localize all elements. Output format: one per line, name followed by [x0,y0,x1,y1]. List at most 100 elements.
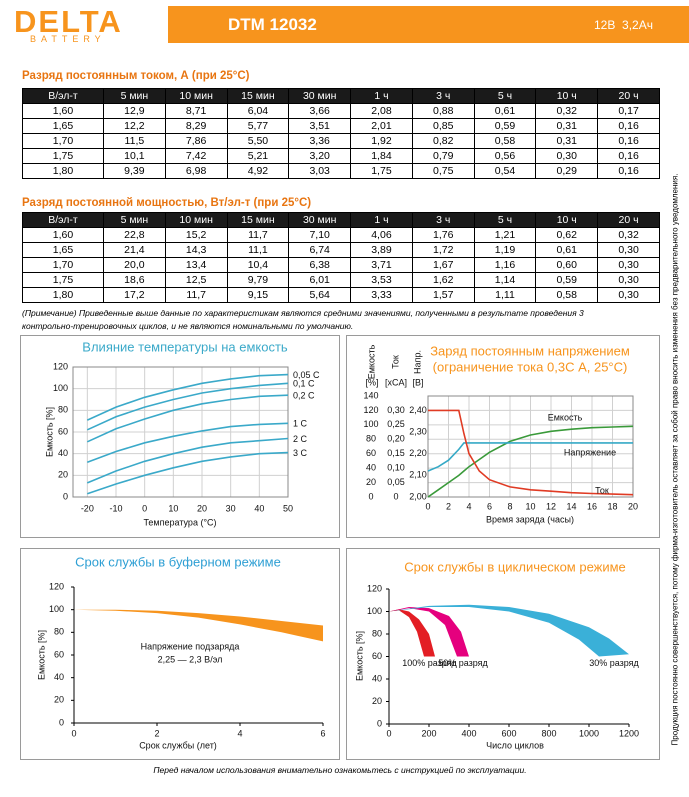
series-label: Ток [595,485,609,495]
y-tick-label: 20 [372,696,382,706]
table-cell: 1,92 [350,133,413,149]
x-tick-label: -10 [109,503,122,513]
x-tick-label: 6 [320,728,325,738]
x-tick-label: 10 [525,501,535,511]
table-row: 1,75 18,6 12,5 9,79 6,01 3,53 1,62 1,14 0,59 0,30 [22,272,660,288]
table-cell: 15,2 [164,227,228,243]
table-cell: 12,5 [164,272,228,288]
table-cell: 3,03 [288,163,352,179]
series-line [86,373,289,421]
x-tick-label: 0 [425,501,430,511]
table-cell: 0,16 [597,133,660,149]
table-cell: 20,0 [103,257,166,273]
panel-frame [346,548,660,760]
table-cell: 3,51 [288,118,352,134]
table-cell: 0,79 [411,148,475,164]
panel-frame [346,335,660,538]
y-tick-label: 2,30 [409,426,427,436]
series-label: Напряжение [564,447,616,457]
x-tick-label: 18 [607,501,617,511]
y-tick-label: 2,00 [409,491,427,501]
x-tick-label: -20 [81,503,94,513]
series-label: 2 C [293,434,308,444]
table-cell: 0,54 [473,163,537,179]
y-tick-label: 0,10 [387,463,405,473]
series-label: 3 C [293,448,308,458]
table-cell: 0,85 [411,118,475,134]
table-cell: 1,70 [22,257,104,273]
table-cell: 11,7 [164,287,228,303]
series-label: 0,1 C [293,379,315,389]
series-label: 1 C [293,419,308,429]
chart-panel: Влияние температуры на емкость -20 -10 0 10 2… [20,335,340,538]
table-cell: 11,1 [226,242,290,258]
x-tick-label: 12 [546,501,556,511]
axis-label: Емкость [%] [36,630,46,680]
table-cell: 0,88 [411,103,475,119]
table-cell: 8,71 [164,103,228,119]
table-cell: 1,19 [473,242,537,258]
chart-panel: Заряд постоянным напряжением(ограничение… [346,335,660,538]
table-cell: 0,16 [597,148,660,164]
table-cell: 7,86 [164,133,228,149]
series-line [427,425,634,498]
series-line [86,394,289,443]
x-tick-label: 10 [168,503,178,513]
column-header: 10 ч [535,88,599,104]
y-tick-label: 40 [54,672,64,682]
table-cell: 1,60 [22,227,104,243]
side-note: Продукция постоянно совершенствуется, по… [670,173,680,746]
table-cell: 3,33 [350,287,413,303]
axis-unit: [В] [412,377,423,387]
table-row: 1,70 11,5 7,86 5,50 3,36 1,92 0,82 0,58 0,31 0,16 [22,133,660,149]
column-header: 3 ч [411,212,475,228]
table-cell: 2,08 [350,103,413,119]
table-cell: 6,38 [288,257,352,273]
series-label: 0,05 C [293,370,320,380]
y-tick-label: 120 [49,581,64,591]
axis-label: Емкость [%] [354,631,364,681]
x-tick-label: 200 [421,728,436,738]
table-cell: 1,57 [411,287,475,303]
column-header: 5 ч [473,212,537,228]
y-tick-label: 2,10 [409,470,427,480]
column-header: 1 ч [350,212,413,228]
table-cell: 6,04 [226,103,290,119]
y-tick-label: 0,05 [387,477,405,487]
table-cell: 3,20 [288,148,352,164]
axis-label: Температура (°С) [143,517,216,527]
x-tick-label: 600 [501,728,516,738]
table-cell: 0,61 [535,242,599,258]
table-cell: 0,59 [473,118,537,134]
table-cell: 0,82 [411,133,475,149]
series-label: 0,2 C [293,391,315,401]
column-header: 20 ч [597,212,660,228]
y-tick-label: 0,30 [387,405,405,415]
axis-unit: [xCA] [385,377,407,387]
column-header: В/эл-т [22,212,104,228]
table-cell: 17,2 [103,287,166,303]
x-tick-label: 30 [226,503,236,513]
x-tick-label: 0 [386,728,391,738]
axis-label: Емкость [366,344,376,379]
chart-title: Влияние температуры на емкость [82,339,288,354]
y-tick-label: 2,20 [409,448,427,458]
axis-label: Число циклов [486,740,544,750]
chart-title: Заряд постоянным напряжением [430,343,630,358]
table-cell: 1,62 [411,272,475,288]
table-cell: 12,9 [103,103,166,119]
table-cell: 0,16 [597,163,660,179]
table-cell: 18,6 [103,272,166,288]
chart-title: Срок службы в буферном режиме [75,554,281,569]
table-cell: 1,80 [22,163,104,179]
axis-label: Срок службы (лет) [139,740,217,750]
series-line [86,437,289,484]
table-cell: 0,30 [597,287,660,303]
y-tick-label: 80 [54,627,64,637]
column-header: 30 мин [288,88,352,104]
plot-frame [72,366,289,498]
table-row: 1,80 9,39 6,98 4,92 3,03 1,75 0,75 0,54 0,29 0,16 [22,163,660,179]
table-cell: 0,75 [411,163,475,179]
